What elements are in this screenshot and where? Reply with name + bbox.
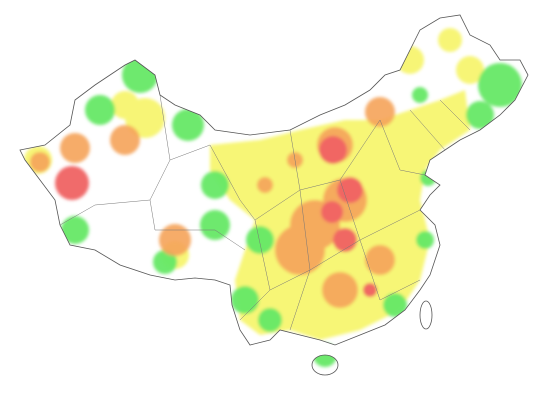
- orange-blobs: [30, 97, 395, 308]
- hainan-outline: [311, 354, 339, 376]
- red-blobs: [55, 136, 377, 297]
- province-lines: [59, 94, 471, 331]
- taiwan-outline: [419, 300, 433, 330]
- heat-layer: [24, 28, 522, 367]
- borders: [19, 14, 529, 376]
- green-blobs: [61, 57, 522, 367]
